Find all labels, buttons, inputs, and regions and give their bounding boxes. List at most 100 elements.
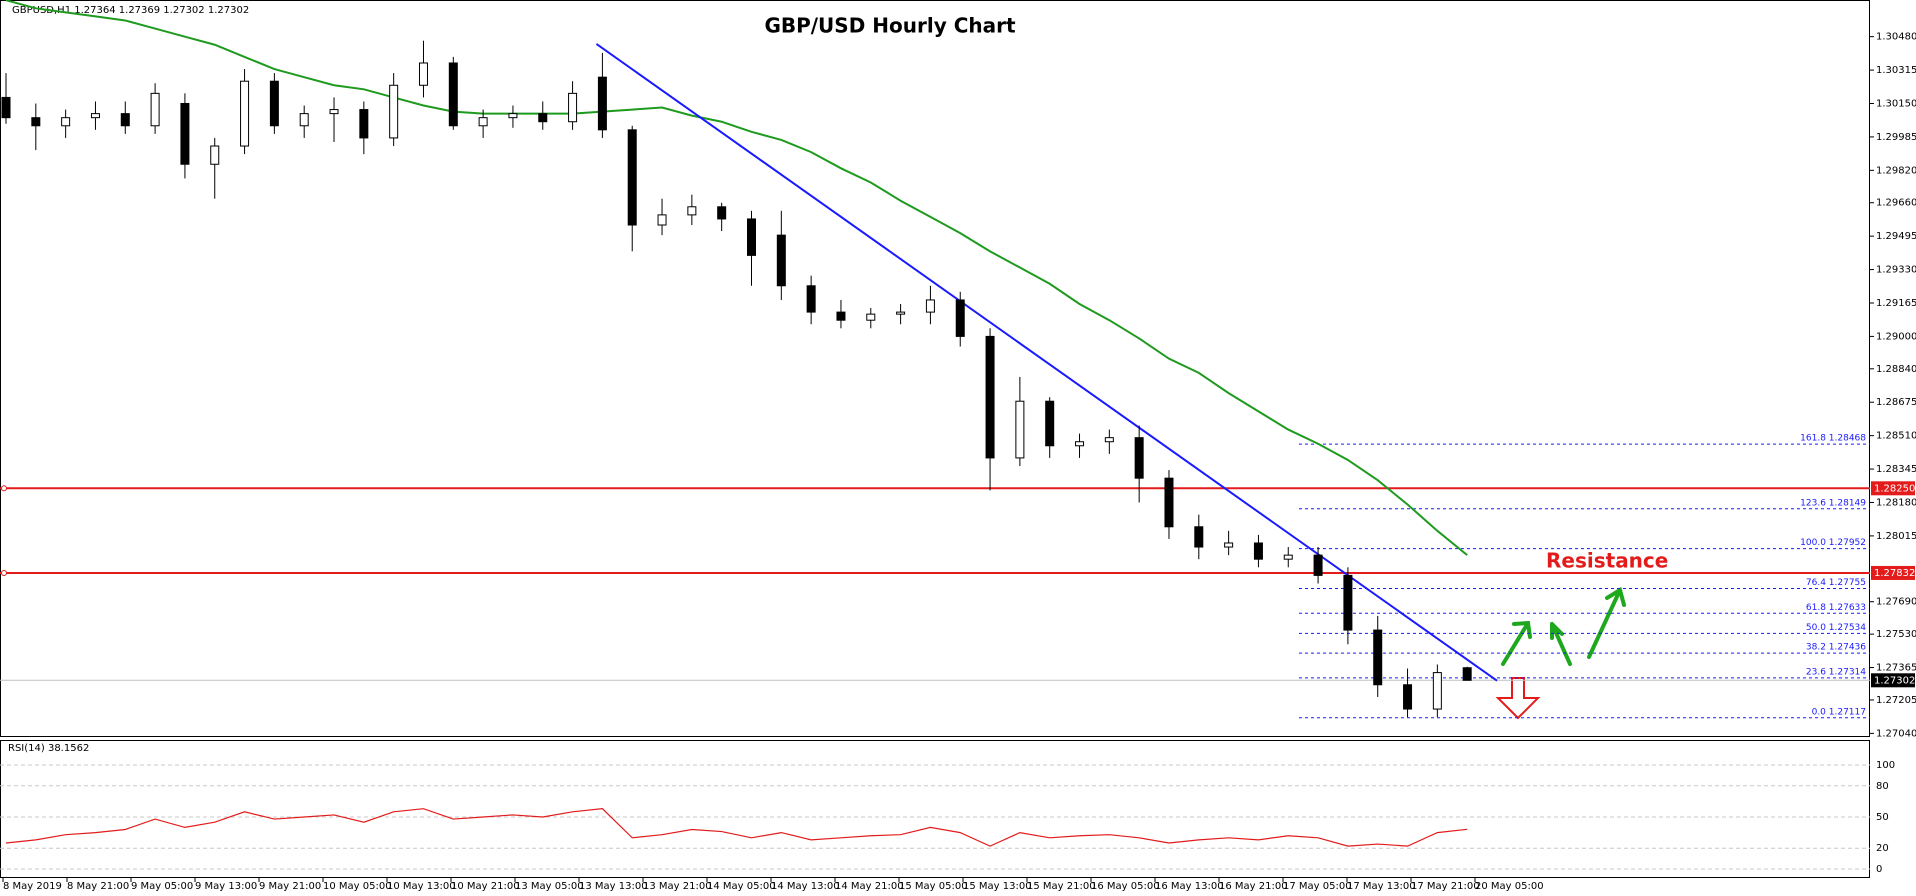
- x-tick-label: 13 May 05:00: [515, 881, 584, 892]
- y-tick-label: 1.29820: [1876, 165, 1916, 176]
- candle-body: [776, 234, 786, 287]
- fib-label: 161.8 1.28468: [1800, 434, 1866, 444]
- candle-body: [1075, 441, 1085, 447]
- candle-body: [90, 113, 100, 119]
- candle-body: [1403, 684, 1413, 710]
- y-tick-label: 1.28675: [1876, 397, 1916, 408]
- candle-body: [747, 218, 756, 256]
- x-tick-label: 14 May 21:00: [835, 881, 904, 892]
- candle-body: [1432, 672, 1442, 710]
- y-tick-label: 1.27205: [1876, 695, 1916, 706]
- rsi-tick-label: 0: [1876, 864, 1882, 875]
- y-tick-label: 1.28510: [1876, 431, 1916, 442]
- candle-body: [1462, 667, 1472, 681]
- rsi-tick-label: 100: [1876, 760, 1895, 771]
- y-tick-label: 1.29660: [1876, 198, 1916, 209]
- candle-body: [1164, 477, 1174, 528]
- level-box: [1871, 565, 1915, 580]
- x-tick-label: 8 May 2019: [3, 881, 62, 892]
- candle-body: [61, 117, 71, 127]
- x-tick-label: 16 May 21:00: [1219, 881, 1288, 892]
- candle-body: [1343, 574, 1353, 631]
- fib-label: 38.2 1.27436: [1806, 643, 1866, 653]
- candle-body: [687, 206, 697, 216]
- main-pane: [0, 0, 1870, 737]
- candle-body: [866, 313, 876, 321]
- candle-body: [389, 84, 399, 139]
- x-tick-label: 17 May 21:00: [1411, 881, 1480, 892]
- candle-body: [1373, 629, 1383, 686]
- candle-body: [299, 113, 309, 127]
- level-anchor: [1, 569, 7, 576]
- candle-body: [896, 311, 906, 315]
- x-tick-label: 15 May 13:00: [963, 881, 1032, 892]
- y-tick-label: 1.27365: [1876, 663, 1916, 674]
- candle-body: [448, 62, 458, 127]
- x-tick-label: 10 May 21:00: [451, 881, 520, 892]
- fib-label: 100.0 1.27952: [1800, 538, 1866, 548]
- fib-label: 61.8 1.27633: [1806, 603, 1866, 613]
- x-tick-label: 9 May 21:00: [259, 881, 321, 892]
- fib-label: 50.0 1.27534: [1806, 623, 1866, 633]
- level-label: 1.27832: [1874, 568, 1915, 579]
- x-tick-label: 14 May 05:00: [707, 881, 776, 892]
- candle-body: [1313, 554, 1323, 576]
- x-tick-label: 13 May 21:00: [643, 881, 712, 892]
- level-label: 1.28250: [1874, 483, 1915, 494]
- candle-body: [1253, 542, 1263, 560]
- candle-body: [359, 109, 369, 139]
- x-tick-label: 9 May 05:00: [131, 881, 193, 892]
- candle-body: [985, 335, 995, 459]
- rsi-pane: [0, 740, 1870, 878]
- candle-body: [627, 129, 637, 226]
- x-tick-label: 8 May 21:00: [67, 881, 129, 892]
- candle-body: [1194, 526, 1204, 548]
- candle-body: [836, 311, 846, 321]
- candle-body: [329, 109, 339, 115]
- y-tick-label: 1.28180: [1876, 497, 1916, 508]
- x-tick-label: 14 May 13:00: [771, 881, 840, 892]
- x-tick-label: 17 May 13:00: [1347, 881, 1416, 892]
- x-tick-label: 10 May 05:00: [323, 881, 392, 892]
- x-tick-label: 15 May 21:00: [1027, 881, 1096, 892]
- candle-body: [269, 80, 279, 127]
- arrows: [1501, 586, 1626, 666]
- y-tick-label: 1.29495: [1876, 231, 1916, 242]
- level-box: [1871, 481, 1915, 496]
- candle-body: [1224, 542, 1234, 548]
- rsi-tick-label: 20: [1876, 843, 1889, 854]
- y-tick-label: 1.28015: [1876, 531, 1916, 542]
- x-tick-label: 9 May 13:00: [195, 881, 257, 892]
- candle-body: [806, 285, 816, 313]
- y-tick-label: 1.30480: [1876, 32, 1916, 43]
- y-tick-label: 1.27690: [1876, 597, 1916, 608]
- candle-body: [538, 113, 548, 123]
- fib-label: 23.6 1.27314: [1806, 667, 1866, 677]
- candle-body: [597, 76, 607, 131]
- current-price-label: 1.27302: [1874, 675, 1915, 686]
- y-tick-label: 1.29000: [1876, 331, 1916, 342]
- down-arrow: [1495, 677, 1541, 720]
- fib-label: 76.4 1.27755: [1806, 578, 1866, 588]
- candle-body: [1134, 437, 1144, 479]
- header: GBPUSD,H1 1.27364 1.27369 1.27302 1.2730…: [12, 5, 249, 16]
- fib-label: 0.0 1.27117: [1812, 707, 1866, 717]
- candle-body: [717, 206, 727, 220]
- annotation: Resistance: [1546, 549, 1668, 573]
- chart-title: GBP/USD Hourly Chart: [764, 14, 1016, 38]
- candle-body: [210, 145, 220, 165]
- candle-body: [240, 80, 250, 147]
- fib-label: 123.6 1.28149: [1800, 498, 1866, 508]
- trendline: [595, 43, 1498, 682]
- y-tick-label: 1.29985: [1876, 132, 1916, 143]
- candle-body: [1, 96, 11, 119]
- candle-body: [657, 214, 667, 226]
- candle-body: [568, 92, 578, 123]
- y-tick-label: 1.28840: [1876, 364, 1916, 375]
- candle-body: [31, 117, 41, 127]
- y-tick-label: 1.28345: [1876, 464, 1916, 475]
- y-tick-label: 1.29165: [1876, 298, 1916, 309]
- current-price-box: [1871, 673, 1915, 688]
- y-tick-label: 1.30315: [1876, 65, 1916, 76]
- rsi-label: RSI(14) 38.1562: [8, 743, 89, 754]
